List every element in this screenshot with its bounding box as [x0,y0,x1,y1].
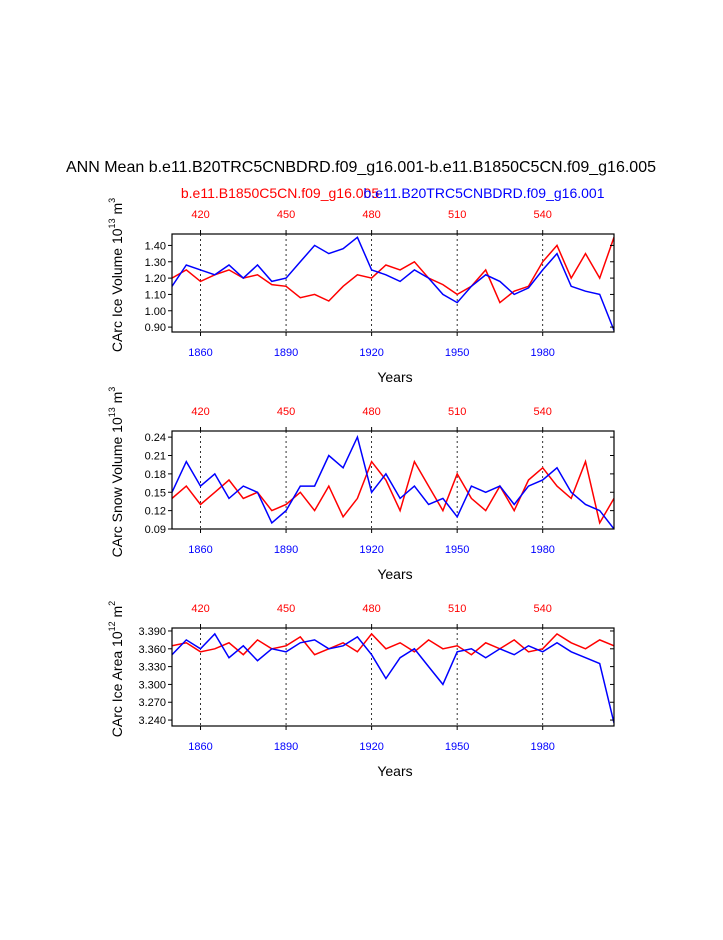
top-x-tick-label: 540 [534,603,552,615]
chart-panel-3: 3.240 3.270 3.300 3.330 3.360 3.390 1860 1890 19… [107,601,615,779]
y-tick-label: 0.09 [145,524,166,536]
legend-right-label: b.e11.B20TRC5CNBDRD.f09_g16.001 [364,185,605,201]
y-tick-label: 0.12 [145,506,166,518]
series-line-blue [172,434,614,529]
x-tick-label: 1860 [188,741,212,753]
top-x-tick-label: 510 [448,406,466,418]
plot-frame [171,233,615,333]
top-x-tick-label: 480 [362,406,380,418]
x-axis-label: Years [377,763,412,779]
y-axis-label-text: CArc Snow Volume 10 [109,417,125,557]
x-tick-label: 1950 [445,741,469,753]
y-tick-label: 3.300 [138,679,166,691]
y-axis-label: CArc Snow Volume 1013 m3 [107,387,125,558]
y-tick-label: 0.24 [145,432,166,444]
y-axis-label-unit: m [109,203,125,219]
chart-panel-1: 0.90 1.00 1.10 1.20 1.30 1.40 1860 1890 1920 1950… [107,198,615,385]
y-axis-label-unit-exponent: 2 [107,601,117,606]
plot-frame [171,627,615,727]
top-x-tick-label: 420 [191,209,209,221]
chart-panel-2: 0.09 0.12 0.15 0.18 0.21 0.24 1860 1890 1920 1950… [107,387,615,582]
top-x-tick-label: 420 [191,406,209,418]
x-tick-label: 1980 [530,544,554,556]
y-axis-label-exponent: 13 [107,407,117,417]
series-line-blue [172,236,614,331]
y-tick-label: 3.360 [138,644,166,656]
y-axis-label-text: CArc Ice Area 10 [109,631,125,737]
x-tick-label: 1860 [188,544,212,556]
y-tick-label: 3.270 [138,697,166,709]
x-tick-label: 1920 [359,347,383,359]
y-axis-label-exponent: 12 [107,621,117,631]
x-tick-label: 1890 [274,544,298,556]
x-tick-label: 1860 [188,347,212,359]
x-tick-label: 1890 [274,347,298,359]
y-tick-label: 1.20 [145,273,166,285]
plot-frame [171,430,615,530]
top-x-tick-label: 480 [362,603,380,615]
main-title: ANN Mean b.e11.B20TRC5CNBDRD.f09_g16.001… [66,159,656,176]
top-x-tick-label: 480 [362,209,380,221]
y-axis-label-unit: m [109,392,125,408]
top-x-tick-label: 450 [277,603,295,615]
y-axis-label-unit: m [109,606,125,622]
y-axis-label: CArc Ice Area 1012 m2 [107,601,125,737]
top-x-tick-label: 450 [277,209,295,221]
y-tick-label: 0.90 [145,322,166,334]
y-tick-label: 1.30 [145,257,166,269]
x-axis-label: Years [377,369,412,385]
series-line-red [172,632,614,656]
series-line-blue [172,632,614,724]
x-tick-label: 1890 [274,741,298,753]
y-tick-label: 1.10 [145,289,166,301]
y-axis-label-unit-exponent: 3 [107,387,117,392]
y-axis-label-text: CArc Ice Volume 10 [109,228,125,352]
x-tick-label: 1920 [359,544,383,556]
x-tick-label: 1950 [445,544,469,556]
top-x-tick-label: 420 [191,603,209,615]
x-tick-label: 1950 [445,347,469,359]
x-axis-label: Years [377,566,412,582]
y-tick-label: 0.15 [145,487,166,499]
y-tick-label: 0.21 [145,451,166,463]
series-line-red [172,459,614,525]
chart-panels: 0.90 1.00 1.10 1.20 1.30 1.40 1860 1890 1920 1950… [107,198,615,779]
y-tick-label: 1.40 [145,240,166,252]
top-x-tick-label: 450 [277,406,295,418]
x-tick-label: 1980 [530,741,554,753]
x-tick-label: 1980 [530,347,554,359]
top-x-tick-label: 510 [448,603,466,615]
top-x-tick-label: 540 [534,209,552,221]
y-axis-label-exponent: 13 [107,218,117,228]
y-axis-label: CArc Ice Volume 1013 m3 [107,198,125,352]
y-tick-label: 3.330 [138,662,166,674]
series-line-red [172,237,614,304]
y-tick-label: 1.00 [145,306,166,318]
top-x-tick-label: 540 [534,406,552,418]
legend-left-label: b.e11.B1850C5CN.f09_g16.005 [181,185,379,201]
y-tick-label: 3.390 [138,626,166,638]
x-tick-label: 1920 [359,741,383,753]
y-tick-label: 3.240 [138,715,166,727]
y-tick-label: 0.18 [145,469,166,481]
top-x-tick-label: 510 [448,209,466,221]
y-axis-label-unit-exponent: 3 [107,198,117,203]
